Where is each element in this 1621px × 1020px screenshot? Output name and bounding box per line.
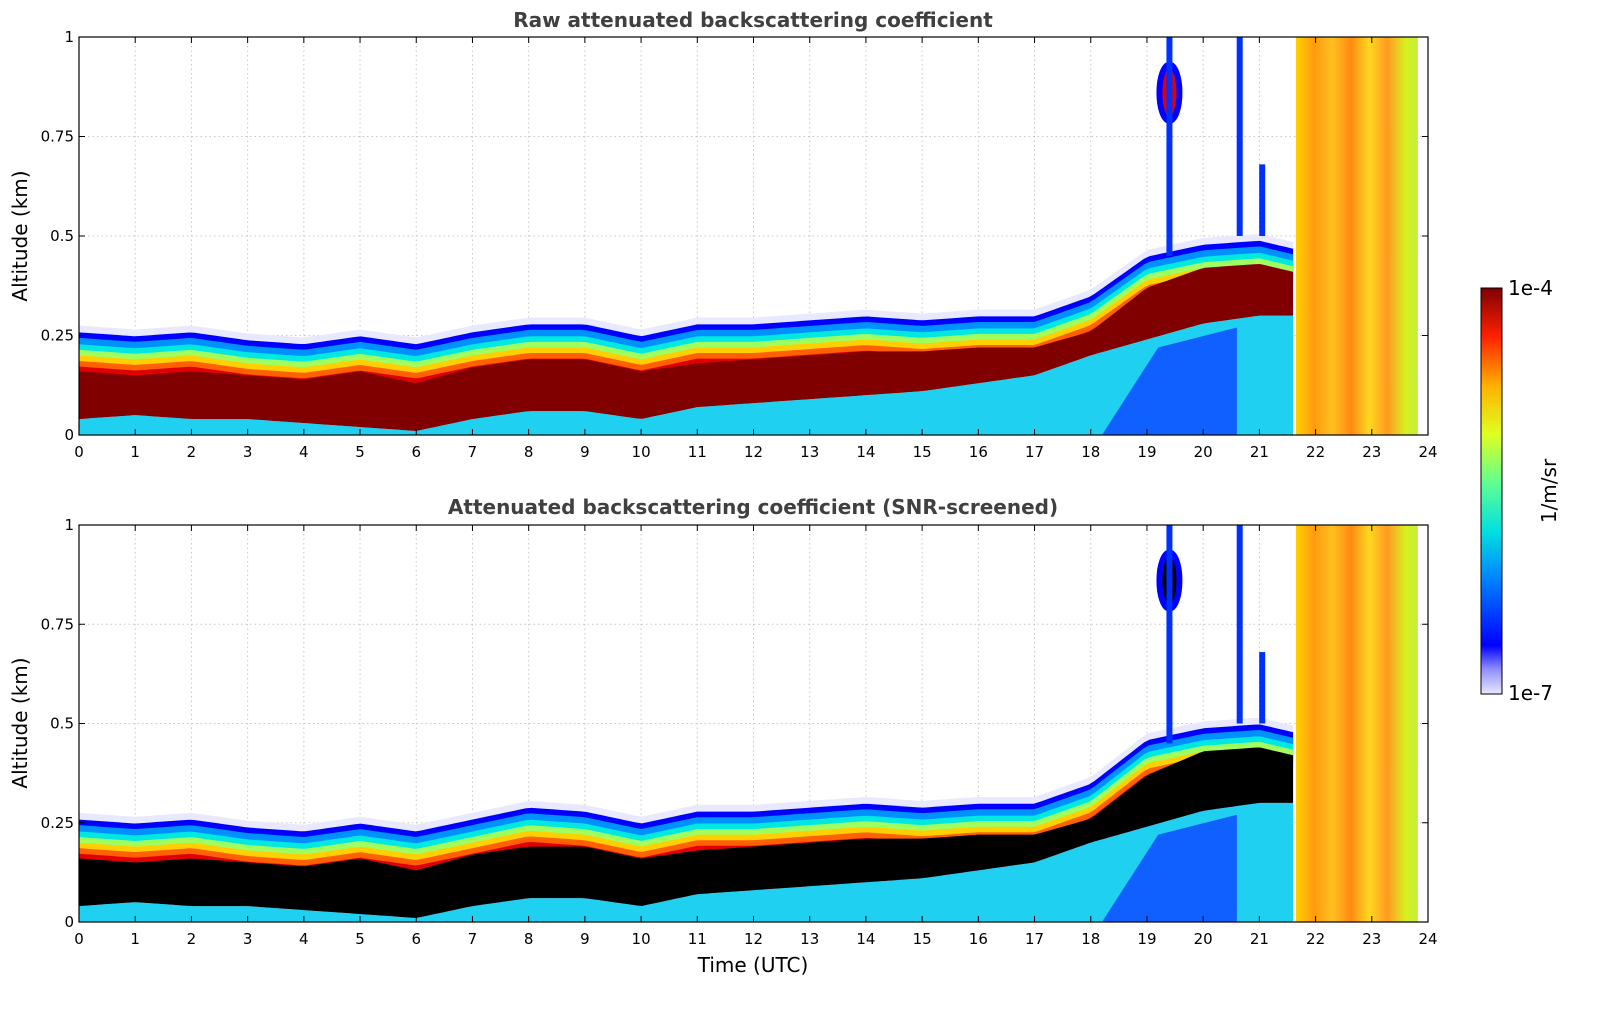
raw-heatmap bbox=[79, 37, 1418, 435]
snr-y-tick-label: 0.75 bbox=[41, 615, 74, 633]
raw-x-tick-label: 5 bbox=[355, 443, 365, 461]
raw-x-tick-label: 0 bbox=[74, 443, 84, 461]
snr-x-tick-label: 9 bbox=[580, 930, 590, 948]
snr-x-tick-label: 24 bbox=[1418, 930, 1437, 948]
raw-x-tick-label: 1 bbox=[130, 443, 140, 461]
snr-x-tick-label: 17 bbox=[1025, 930, 1044, 948]
snr-x-tick-label: 1 bbox=[130, 930, 140, 948]
raw-x-tick-label: 18 bbox=[1081, 443, 1100, 461]
panel-raw: Raw attenuated backscattering coefficien… bbox=[8, 8, 1438, 461]
snr-x-tick-label: 10 bbox=[632, 930, 651, 948]
snr-x-tick-label: 3 bbox=[243, 930, 253, 948]
raw-x-tick-label: 16 bbox=[969, 443, 988, 461]
raw-y-tick-label: 0.5 bbox=[50, 227, 74, 245]
raw-streak-2 bbox=[1259, 164, 1266, 236]
panel-snr-plot-area: 0 1 2 3 4 5 6 7 8 9 10 11 12 13 14 15 16 17 18 19 20 21 22 23 24… bbox=[41, 516, 1438, 948]
raw-y-tick-label: 0.25 bbox=[41, 327, 74, 345]
raw-x-tick-label: 17 bbox=[1025, 443, 1044, 461]
raw-band-3 bbox=[79, 252, 1294, 386]
raw-x-tick-label: 15 bbox=[913, 443, 932, 461]
raw-x-tick-label: 11 bbox=[688, 443, 707, 461]
raw-x-tick-label: 19 bbox=[1137, 443, 1156, 461]
raw-x-tick-label: 14 bbox=[856, 443, 875, 461]
colorbar-min-label: 1e-7 bbox=[1508, 681, 1553, 705]
snr-ticks: 0 1 2 3 4 5 6 7 8 9 10 11 12 13 14 15 16 17 18 19 20 21 22 23 24… bbox=[41, 516, 1438, 948]
colorbar-gradient bbox=[1480, 287, 1503, 695]
snr-x-tick-label: 19 bbox=[1137, 930, 1156, 948]
raw-y-tick-label: 0.75 bbox=[41, 128, 74, 146]
snr-y-tick-label: 1 bbox=[64, 516, 74, 534]
raw-y-tick-label: 0 bbox=[64, 426, 74, 444]
panel-snr-title: Attenuated backscattering coefficient (S… bbox=[448, 495, 1058, 519]
snr-streak-2 bbox=[1259, 652, 1266, 724]
snr-x-tick-label: 16 bbox=[969, 930, 988, 948]
panel-raw-plot-area: 0 1 2 3 4 5 6 7 8 9 10 11 12 13 14 15 16 17 18 19 20 21 22 23 24… bbox=[41, 28, 1438, 461]
snr-y-tick-label: 0.25 bbox=[41, 814, 74, 832]
snr-heatmap bbox=[79, 525, 1418, 922]
snr-x-tick-label: 8 bbox=[524, 930, 534, 948]
snr-saturated-core bbox=[79, 747, 1294, 918]
snr-x-tick-label: 6 bbox=[411, 930, 421, 948]
raw-saturated-core bbox=[79, 264, 1294, 431]
snr-x-tick-label: 5 bbox=[355, 930, 365, 948]
panel-snr: Attenuated backscattering coefficient (S… bbox=[8, 495, 1438, 977]
raw-x-tick-label: 21 bbox=[1250, 443, 1269, 461]
raw-x-tick-label: 23 bbox=[1362, 443, 1381, 461]
snr-x-tick-label: 11 bbox=[688, 930, 707, 948]
snr-x-tick-label: 0 bbox=[74, 930, 84, 948]
panel-raw-y-axis-label: Altitude (km) bbox=[8, 170, 32, 301]
raw-x-tick-label: 6 bbox=[411, 443, 421, 461]
colorbar-max-label: 1e-4 bbox=[1508, 276, 1553, 300]
snr-x-tick-label: 18 bbox=[1081, 930, 1100, 948]
raw-x-tick-label: 12 bbox=[744, 443, 763, 461]
snr-band-2 bbox=[79, 729, 1294, 873]
snr-x-tick-label: 20 bbox=[1194, 930, 1213, 948]
snr-x-tick-label: 7 bbox=[468, 930, 478, 948]
raw-x-tick-label: 13 bbox=[800, 443, 819, 461]
snr-x-tick-label: 21 bbox=[1250, 930, 1269, 948]
snr-x-tick-label: 13 bbox=[800, 930, 819, 948]
snr-surface-layer bbox=[79, 802, 1294, 922]
raw-y-tick-label: 1 bbox=[64, 28, 74, 46]
panel-snr-y-axis-label: Altitude (km) bbox=[8, 657, 32, 788]
raw-x-tick-label: 24 bbox=[1418, 443, 1437, 461]
snr-x-tick-label: 14 bbox=[856, 930, 875, 948]
snr-x-tick-label: 4 bbox=[299, 930, 309, 948]
snr-x-tick-label: 23 bbox=[1362, 930, 1381, 948]
raw-streak-1 bbox=[1236, 37, 1243, 236]
raw-x-tick-label: 22 bbox=[1306, 443, 1325, 461]
snr-streak-1 bbox=[1236, 525, 1243, 724]
raw-x-tick-label: 8 bbox=[524, 443, 534, 461]
raw-x-tick-label: 10 bbox=[632, 443, 651, 461]
snr-x-tick-label: 22 bbox=[1306, 930, 1325, 948]
snr-y-tick-label: 0 bbox=[64, 913, 74, 931]
raw-evening-layer bbox=[1101, 327, 1237, 435]
raw-x-tick-label: 2 bbox=[187, 443, 197, 461]
snr-streak-0 bbox=[1166, 525, 1173, 744]
raw-ticks: 0 1 2 3 4 5 6 7 8 9 10 11 12 13 14 15 16 17 18 19 20 21 22 23 24… bbox=[41, 28, 1438, 461]
snr-evening-layer bbox=[1101, 814, 1237, 922]
raw-surface-layer bbox=[79, 315, 1294, 435]
snr-x-tick-label: 12 bbox=[744, 930, 763, 948]
raw-grid bbox=[79, 37, 1428, 435]
snr-y-tick-label: 0.5 bbox=[50, 715, 74, 733]
raw-x-tick-label: 20 bbox=[1194, 443, 1213, 461]
raw-x-tick-label: 3 bbox=[243, 443, 253, 461]
colorbar: 1e-4 1e-7 1/m/sr bbox=[1480, 276, 1561, 705]
snr-x-tick-label: 15 bbox=[913, 930, 932, 948]
panel-snr-x-axis-label: Time (UTC) bbox=[697, 953, 809, 977]
raw-streak-0 bbox=[1166, 37, 1173, 256]
panel-raw-title: Raw attenuated backscattering coefficien… bbox=[513, 8, 993, 32]
raw-x-tick-label: 4 bbox=[299, 443, 309, 461]
colorbar-unit-label: 1/m/sr bbox=[1537, 458, 1561, 523]
raw-precipitation bbox=[1295, 37, 1418, 435]
raw-x-tick-label: 7 bbox=[468, 443, 478, 461]
raw-band-2 bbox=[79, 246, 1294, 386]
raw-x-tick-label: 9 bbox=[580, 443, 590, 461]
snr-x-tick-label: 2 bbox=[187, 930, 197, 948]
snr-precipitation bbox=[1295, 525, 1418, 922]
